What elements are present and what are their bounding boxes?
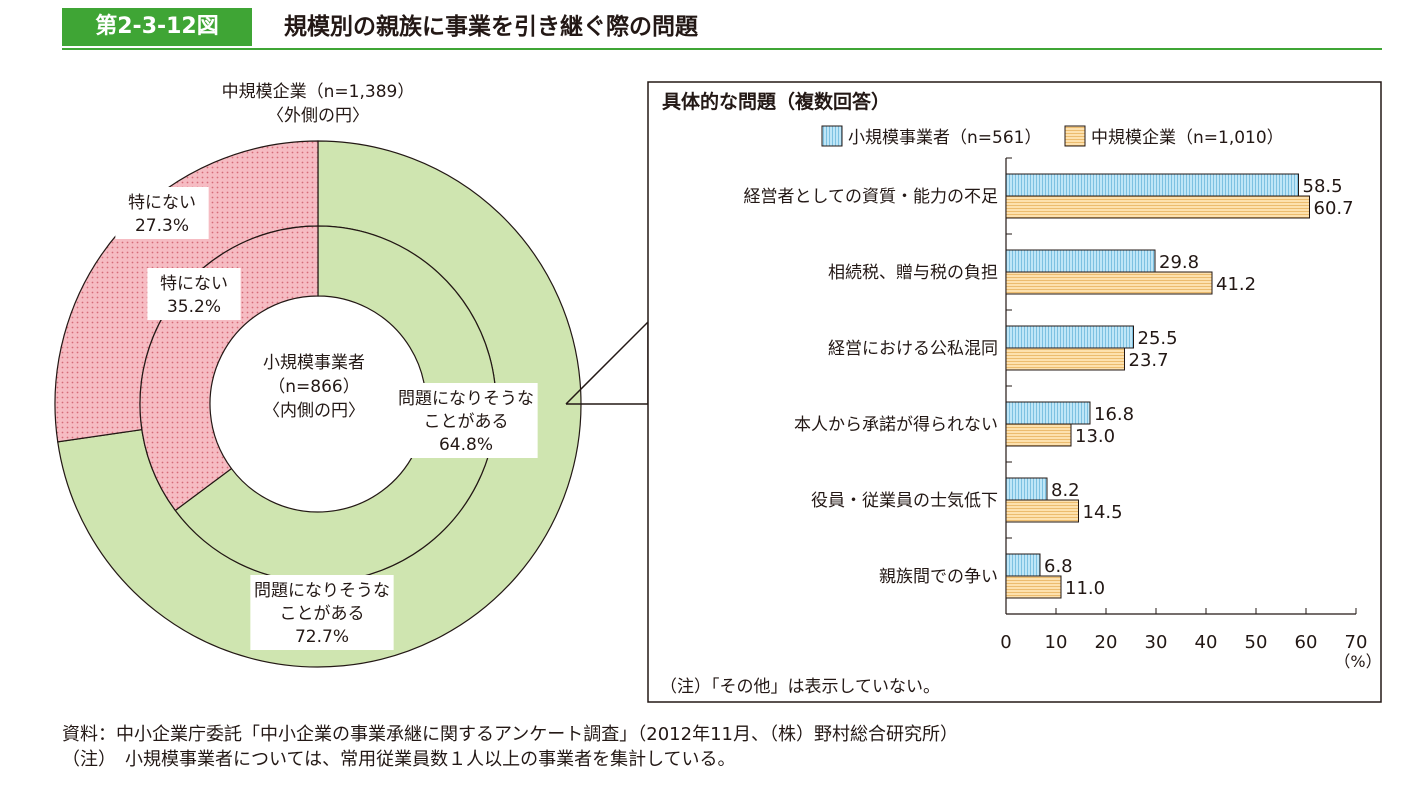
- inner-problem-label: 問題になりそうな: [398, 389, 534, 409]
- x-tick-label: 60: [1295, 632, 1318, 653]
- x-tick-label: 10: [1045, 632, 1068, 653]
- value-label-small: 6.8: [1044, 556, 1073, 577]
- bar-chart: 0 10 20 30 40 50 60 70 経営者としての資質・能力の不足 58.560.7 相続…: [744, 157, 1368, 653]
- value-label-medium: 23.7: [1129, 350, 1169, 371]
- inner-none-label: 特にない: [160, 274, 228, 294]
- bar-small: [1005, 325, 1134, 349]
- value-label-medium: 11.0: [1065, 578, 1105, 599]
- figure-title: 規模別の親族に事業を引き継ぐ際の問題: [284, 14, 698, 40]
- value-label-small: 58.5: [1303, 176, 1343, 197]
- bar-medium: [1005, 271, 1213, 295]
- category-label: 経営における公私混同: [828, 339, 998, 359]
- value-label-small: 25.5: [1138, 328, 1178, 349]
- inner-problem-label: ことがある: [424, 412, 509, 432]
- bar-chart-note: （注）「その他」は表示していない。: [660, 677, 940, 697]
- x-tick-label: 50: [1245, 632, 1268, 653]
- figure-number-badge: 第2-3-12図: [62, 8, 252, 46]
- inner-problem-label: 64.8%: [439, 435, 493, 455]
- legend-label-medium: 中規模企業（n=1,010）: [1091, 128, 1284, 148]
- x-tick-label: 20: [1095, 632, 1118, 653]
- footer: 資料：中小企業庁委託「中小企業の事業承継に関するアンケート調査」（2012年11…: [62, 722, 958, 772]
- bar-small: [1005, 401, 1091, 425]
- bar-small: [1005, 477, 1048, 501]
- bar-medium: [1005, 347, 1125, 371]
- outer-ring-sublabel: 〈外側の円〉: [267, 106, 369, 126]
- source-note: 資料：中小企業庁委託「中小企業の事業承継に関するアンケート調査」（2012年11…: [62, 724, 958, 745]
- x-tick-label: 0: [1000, 632, 1011, 653]
- inner-center-label: 小規模事業者: [263, 353, 365, 373]
- inner-none-label: 35.2%: [167, 297, 221, 317]
- inner-center-label-group: 小規模事業者 （n=866） 〈内側の円〉: [263, 353, 365, 421]
- outer-none-label-bg: [115, 187, 209, 239]
- bar-small: [1005, 249, 1156, 273]
- inner-center-label: 〈内側の円〉: [263, 401, 365, 421]
- category-label: 経営者としての資質・能力の不足: [744, 187, 999, 207]
- inner-problem-label-bg: [394, 383, 538, 458]
- inner-none-label-group: 特にない 35.2%: [147, 268, 241, 320]
- value-label-medium: 60.7: [1314, 198, 1354, 219]
- inner-center-label: （n=866）: [268, 377, 359, 397]
- footnote: （注） 小規模事業者については、常用従業員数１人以上の事業者を集計している。: [62, 749, 736, 770]
- value-label-small: 8.2: [1051, 480, 1080, 501]
- category-label: 本人から承諾が得られない: [794, 415, 998, 435]
- outer-problem-label: 問題になりそうな: [254, 581, 390, 601]
- outer-none-label-group: 特にない 27.3%: [115, 187, 209, 239]
- category-label: 親族間での争い: [879, 567, 998, 587]
- outer-problem-label: 72.7%: [295, 627, 349, 647]
- value-label-medium: 14.5: [1083, 502, 1123, 523]
- outer-problem-label-bg: [250, 575, 394, 650]
- bar-chart-title: 具体的な問題（複数回答）: [662, 90, 890, 113]
- x-axis-unit: （%）: [1334, 652, 1381, 671]
- legend: 小規模事業者（n=561） 中規模企業（n=1,010）: [821, 125, 1284, 148]
- x-tick-label: 40: [1195, 632, 1218, 653]
- figure-header: 第2-3-12図 規模別の親族に事業を引き継ぐ際の問題: [62, 4, 1382, 50]
- bar-small: [1005, 173, 1299, 197]
- legend-label-small: 小規模事業者（n=561）: [848, 128, 1041, 148]
- outer-none-label: 27.3%: [135, 216, 189, 236]
- bar-medium: [1005, 423, 1072, 447]
- value-label-small: 16.8: [1094, 404, 1134, 425]
- bar-medium: [1005, 575, 1062, 599]
- inner-none-label-bg: [147, 268, 241, 320]
- outer-none-label: 特にない: [128, 193, 196, 213]
- legend-swatch-small: [821, 125, 843, 147]
- x-tick-label: 30: [1145, 632, 1168, 653]
- x-tick-label: 70: [1345, 632, 1368, 653]
- outer-ring-label: 中規模企業（n=1,389）: [222, 82, 415, 102]
- value-label-medium: 13.0: [1075, 426, 1115, 447]
- category-label: 相続税、贈与税の負担: [828, 263, 998, 283]
- bar-small: [1005, 553, 1041, 577]
- header-rule: [62, 48, 1382, 50]
- legend-swatch-medium: [1064, 125, 1086, 147]
- value-label-small: 29.8: [1159, 252, 1199, 273]
- bar-medium: [1005, 195, 1310, 219]
- bar-medium: [1005, 499, 1079, 523]
- donut-chart: 問題になりそうなことがある72.7%特にない27.3%問題になりそうなことがある…: [54, 140, 582, 668]
- category-label: 役員・従業員の士気低下: [811, 491, 998, 511]
- outer-problem-label: ことがある: [280, 604, 365, 624]
- value-label-medium: 41.2: [1216, 274, 1256, 295]
